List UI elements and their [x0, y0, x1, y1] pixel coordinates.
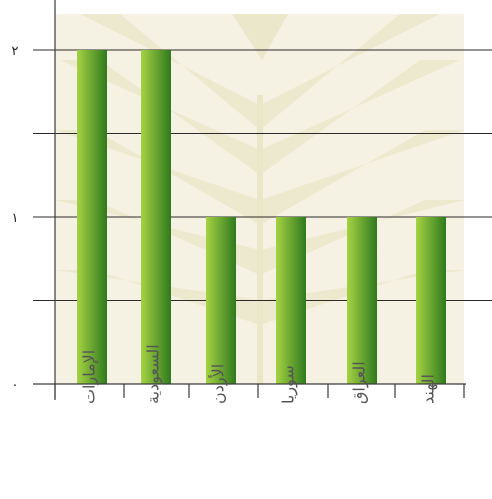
x-category-label: الهند: [419, 374, 439, 404]
leaf-stem: [257, 95, 263, 384]
y-tick-labels: ٠ ١ ٢: [12, 44, 19, 393]
y-tick-label: ١: [12, 211, 19, 226]
gridlines: [33, 49, 492, 301]
leaf-tip: [232, 14, 288, 60]
bar: [206, 217, 236, 384]
bar: [276, 217, 306, 384]
bar: [347, 217, 377, 384]
x-category-label: الإمارات: [80, 350, 100, 404]
bar: [77, 50, 107, 384]
y-tick-label: ٠: [12, 378, 19, 393]
bar: [416, 217, 446, 384]
y-tick-label: ٢: [12, 44, 19, 59]
x-category-labels: الإمارات السعودية الأردن سوريا العراق الهند: [80, 344, 439, 404]
x-category-label: السعودية: [144, 344, 164, 404]
bar: [141, 50, 171, 384]
x-category-label: العراق: [350, 361, 370, 404]
bars: [77, 50, 446, 384]
x-category-label: الأردن: [208, 364, 229, 404]
axes: [33, 0, 466, 400]
plot-background: [55, 14, 465, 384]
x-category-label: سوريا: [279, 365, 299, 404]
